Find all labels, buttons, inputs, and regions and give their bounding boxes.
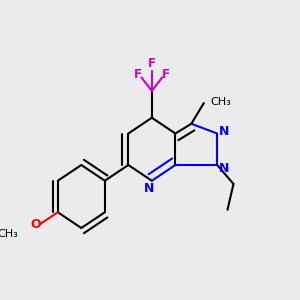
Text: N: N xyxy=(219,162,230,175)
Text: CH₃: CH₃ xyxy=(0,229,18,239)
Text: F: F xyxy=(134,68,142,81)
Text: N: N xyxy=(144,182,154,195)
Text: N: N xyxy=(218,124,229,138)
Text: F: F xyxy=(162,68,170,81)
Text: F: F xyxy=(148,58,156,70)
Text: CH₃: CH₃ xyxy=(210,97,231,106)
Text: O: O xyxy=(30,218,41,231)
